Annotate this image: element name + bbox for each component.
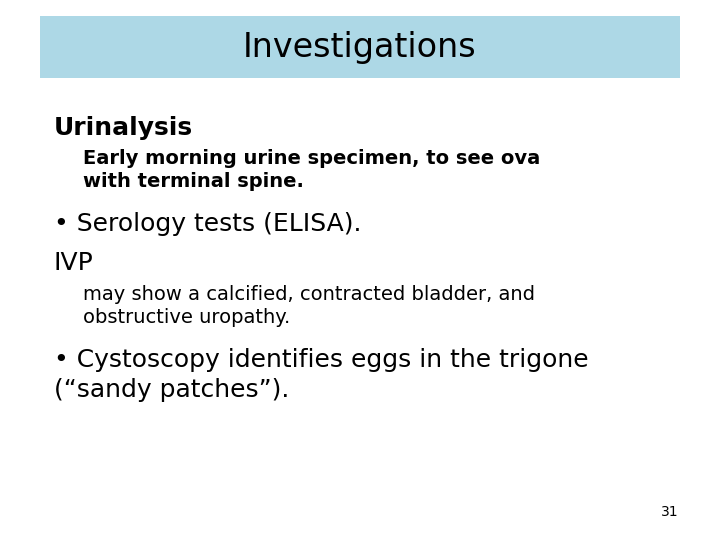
FancyBboxPatch shape	[40, 16, 680, 78]
Text: 31: 31	[661, 505, 678, 519]
Text: may show a calcified, contracted bladder, and
obstructive uropathy.: may show a calcified, contracted bladder…	[83, 285, 535, 327]
Text: • Serology tests (ELISA).: • Serology tests (ELISA).	[54, 212, 361, 235]
Text: Investigations: Investigations	[243, 31, 477, 64]
Text: IVP: IVP	[54, 251, 94, 275]
Text: Early morning urine specimen, to see ova
with terminal spine.: Early morning urine specimen, to see ova…	[83, 148, 540, 191]
Text: Urinalysis: Urinalysis	[54, 116, 193, 140]
Text: • Cystoscopy identifies eggs in the trigone
(“sandy patches”).: • Cystoscopy identifies eggs in the trig…	[54, 348, 589, 402]
